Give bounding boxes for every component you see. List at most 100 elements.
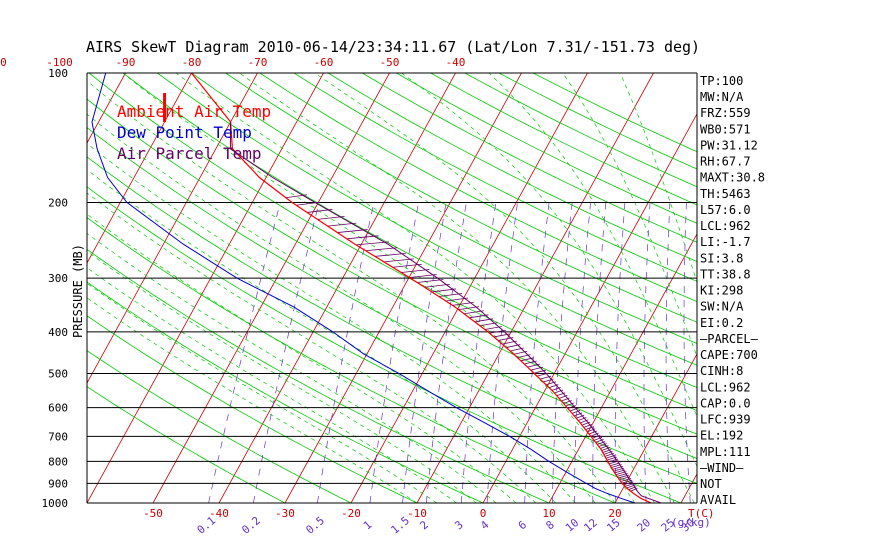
mixing-ratio-line bbox=[208, 202, 281, 503]
dry-adiabat-line bbox=[87, 315, 418, 503]
bottom-temp-tick-label: -10 bbox=[407, 507, 427, 520]
index-entry: —WIND— bbox=[700, 461, 744, 475]
dry-adiabat-line bbox=[87, 186, 682, 503]
y-tick-label: 100 bbox=[48, 67, 68, 80]
index-entry: L57:6.0 bbox=[700, 203, 751, 217]
index-entry: LCL:962 bbox=[700, 380, 751, 394]
index-entry: MPL:111 bbox=[700, 445, 751, 459]
cape-hatch-line bbox=[578, 417, 587, 421]
mixing-ratio-line bbox=[592, 202, 607, 503]
isotherm-line bbox=[416, 73, 654, 503]
cape-hatch-line bbox=[401, 269, 430, 273]
dry-adiabat-line bbox=[87, 281, 484, 503]
dry-adiabat-line bbox=[225, 73, 697, 323]
top-temp-tick-label: -90 bbox=[116, 56, 136, 69]
cape-hatch-line bbox=[581, 421, 591, 426]
top-temp-tick-label: -40 bbox=[446, 56, 466, 69]
index-entry: MAXT:30.8 bbox=[700, 171, 765, 185]
cape-hatch-line bbox=[590, 432, 599, 437]
index-entry: FRZ:559 bbox=[700, 106, 751, 120]
isotherm-line bbox=[152, 73, 390, 503]
index-entry: LCL:962 bbox=[700, 219, 751, 233]
moist-adiabat-line bbox=[87, 232, 497, 503]
index-entry: WB0:571 bbox=[700, 122, 751, 136]
isotherm-line bbox=[747, 73, 870, 503]
cape-hatch-line bbox=[595, 439, 604, 443]
cape-hatch-line bbox=[585, 426, 594, 430]
index-entry: SW:N/A bbox=[700, 300, 744, 314]
dry-adiabat-line bbox=[293, 73, 697, 282]
cape-hatch-line bbox=[580, 419, 589, 424]
moist-adiabat-line bbox=[87, 169, 556, 503]
dry-adiabat-line bbox=[87, 350, 352, 503]
bottom-temp-tick-label: -40 bbox=[209, 507, 229, 520]
cape-hatch-line bbox=[574, 412, 583, 417]
cape-hatch-line bbox=[563, 400, 572, 404]
y-tick-label: 300 bbox=[48, 272, 68, 285]
index-entry: CINH:8 bbox=[700, 364, 743, 378]
top-temp-tick-label: -70 bbox=[248, 56, 268, 69]
cape-hatch-line bbox=[374, 253, 406, 257]
cape-hatch-line bbox=[576, 414, 585, 419]
mixing-ratio-tick-label: 4 bbox=[478, 518, 492, 532]
cape-hatch-line bbox=[417, 279, 444, 283]
cape-hatch-line bbox=[561, 397, 570, 402]
mixing-ratio-tick-label: 10 bbox=[563, 516, 582, 534]
dry-adiabat-line bbox=[87, 156, 697, 484]
isotherm-line bbox=[350, 73, 588, 503]
cape-hatch-line bbox=[392, 263, 422, 268]
index-entry: TH:5463 bbox=[700, 187, 751, 201]
dry-adiabat-line bbox=[87, 127, 697, 459]
moist-adiabat-line bbox=[87, 192, 537, 503]
cape-hatch-line bbox=[554, 389, 564, 394]
top-temp-tick-label: -80 bbox=[182, 56, 202, 69]
cape-hatch-line bbox=[600, 445, 609, 449]
moist-adiabat-line bbox=[87, 267, 457, 503]
dry-adiabat-line bbox=[396, 73, 697, 224]
index-entry: —PARCEL— bbox=[700, 332, 759, 346]
cape-hatch-line bbox=[592, 434, 601, 439]
moist-adiabat-line bbox=[488, 73, 697, 418]
mixing-ratio-unit-label: (g/kg) bbox=[671, 516, 711, 529]
mixing-ratio-tick-label: 12 bbox=[581, 516, 600, 534]
moist-adiabat-line bbox=[314, 73, 695, 503]
moist-adiabat-line bbox=[87, 113, 596, 503]
y-tick-label: 900 bbox=[48, 477, 68, 490]
cape-hatch-line bbox=[597, 441, 606, 445]
cape-hatch-line bbox=[593, 436, 603, 441]
legend-entry: Air Parcel Temp bbox=[117, 144, 262, 163]
cape-hatch-line bbox=[365, 247, 398, 252]
chart-title: AIRS SkewT Diagram 2010-06-14/23:34:11.6… bbox=[86, 38, 700, 56]
isotherm-line bbox=[218, 73, 456, 503]
cape-hatch-line bbox=[383, 258, 414, 263]
index-entry: CAPE:700 bbox=[700, 348, 758, 362]
moist-adiabat-line bbox=[87, 213, 517, 503]
mixing-ratio-line bbox=[460, 202, 497, 503]
mixing-ratio-tick-label: 1 bbox=[361, 518, 374, 532]
dry-adiabat-line bbox=[88, 73, 697, 412]
moist-adiabat-line bbox=[87, 143, 576, 503]
dry-adiabat-line bbox=[87, 217, 616, 503]
dry-adiabat-line bbox=[157, 73, 697, 366]
cape-hatch-line bbox=[583, 424, 592, 428]
isotherm-line bbox=[482, 113, 697, 503]
moist-adiabat-line bbox=[239, 73, 675, 503]
top-temp-tick-label: -100 bbox=[46, 56, 73, 69]
mixing-ratio-line bbox=[369, 202, 419, 503]
legend-entry: Ambient Air Temp bbox=[117, 102, 271, 121]
index-entry: LFC:939 bbox=[700, 413, 751, 427]
cape-hatch-line bbox=[355, 241, 389, 246]
index-entry: EL:192 bbox=[700, 429, 743, 443]
bottom-temp-tick-label: 20 bbox=[608, 507, 621, 520]
index-entry: KI:298 bbox=[700, 284, 743, 298]
moist-adiabat-line bbox=[87, 297, 418, 503]
isotherm-line bbox=[87, 73, 192, 264]
cape-hatch-line bbox=[558, 394, 568, 399]
mixing-ratio-line bbox=[402, 202, 447, 503]
cape-hatch-line bbox=[565, 402, 574, 407]
dry-adiabat-line bbox=[327, 73, 697, 263]
top-temp-tick-label: -110 bbox=[0, 56, 7, 69]
cape-hatch-line bbox=[424, 283, 450, 288]
index-entry: SI:3.8 bbox=[700, 251, 743, 265]
